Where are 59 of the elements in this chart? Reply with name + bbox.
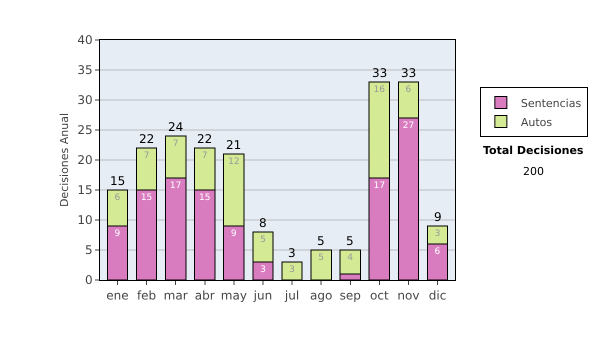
x-tick-label: sep xyxy=(340,288,361,302)
total-label: 33 xyxy=(372,66,388,80)
text: 200 xyxy=(523,165,544,178)
total-label: 22 xyxy=(197,132,212,146)
data-label: 6 xyxy=(405,85,412,95)
total-label: 24 xyxy=(168,120,184,134)
data-label: 12 xyxy=(228,157,240,167)
legend-label: Sentencias xyxy=(520,96,582,110)
y-tick-label: 15 xyxy=(77,183,93,198)
y-tick-label: 0 xyxy=(84,273,93,288)
x-tick-label: oct xyxy=(370,288,389,302)
data-label: 7 xyxy=(144,151,150,161)
x-tick-label: nov xyxy=(397,288,420,302)
x-tick-label: feb xyxy=(136,288,156,302)
x-tick-label: ene xyxy=(106,288,129,302)
total-label: 3 xyxy=(288,246,296,260)
data-label: 17 xyxy=(170,181,182,191)
x-tick-label: may xyxy=(220,288,247,302)
total-label: 8 xyxy=(259,216,267,230)
data-label: 3 xyxy=(260,265,266,275)
y-tick-label: 20 xyxy=(77,153,93,168)
data-label: 15 xyxy=(140,193,152,203)
data-label: 5 xyxy=(318,253,324,263)
text: Total Decisiones xyxy=(483,144,584,157)
y-tick-label: 10 xyxy=(77,213,93,228)
data-label: 9 xyxy=(114,229,120,239)
total-label: 33 xyxy=(401,66,416,80)
data-label: 3 xyxy=(434,229,440,239)
data-label: 6 xyxy=(114,193,120,203)
x-tick-label: jun xyxy=(252,288,272,302)
data-label: 7 xyxy=(202,151,208,161)
y-tick-label: 35 xyxy=(77,63,93,78)
y-tick-label: 5 xyxy=(84,243,93,258)
data-label: 16 xyxy=(373,85,386,95)
y-tick-label: 40 xyxy=(77,33,93,48)
x-tick-label: dic xyxy=(428,288,446,302)
data-label: 6 xyxy=(434,247,441,257)
data-label: 3 xyxy=(289,265,295,275)
data-label: 4 xyxy=(347,253,354,263)
y-axis-title: Decisiones Anual xyxy=(58,112,71,208)
data-label: 9 xyxy=(230,229,237,239)
legend-label: Autos xyxy=(520,116,552,129)
data-label: 5 xyxy=(260,235,266,245)
total-label: 15 xyxy=(110,174,126,188)
total-label: 22 xyxy=(139,132,154,146)
data-label: 7 xyxy=(172,139,179,149)
y-tick-label: 25 xyxy=(77,123,93,138)
total-label: 21 xyxy=(226,138,242,152)
data-label: 15 xyxy=(199,193,210,203)
x-tick-label: abr xyxy=(194,288,215,302)
x-tick-label: ago xyxy=(310,288,332,302)
total-label: 5 xyxy=(317,234,325,248)
y-tick-label: 30 xyxy=(77,93,93,108)
total-label: 5 xyxy=(346,234,354,248)
data-label: 27 xyxy=(402,121,414,131)
data-label: 17 xyxy=(374,181,386,191)
total-label: 9 xyxy=(434,210,442,224)
x-tick-label: jul xyxy=(284,288,300,302)
x-tick-label: mar xyxy=(164,288,188,302)
